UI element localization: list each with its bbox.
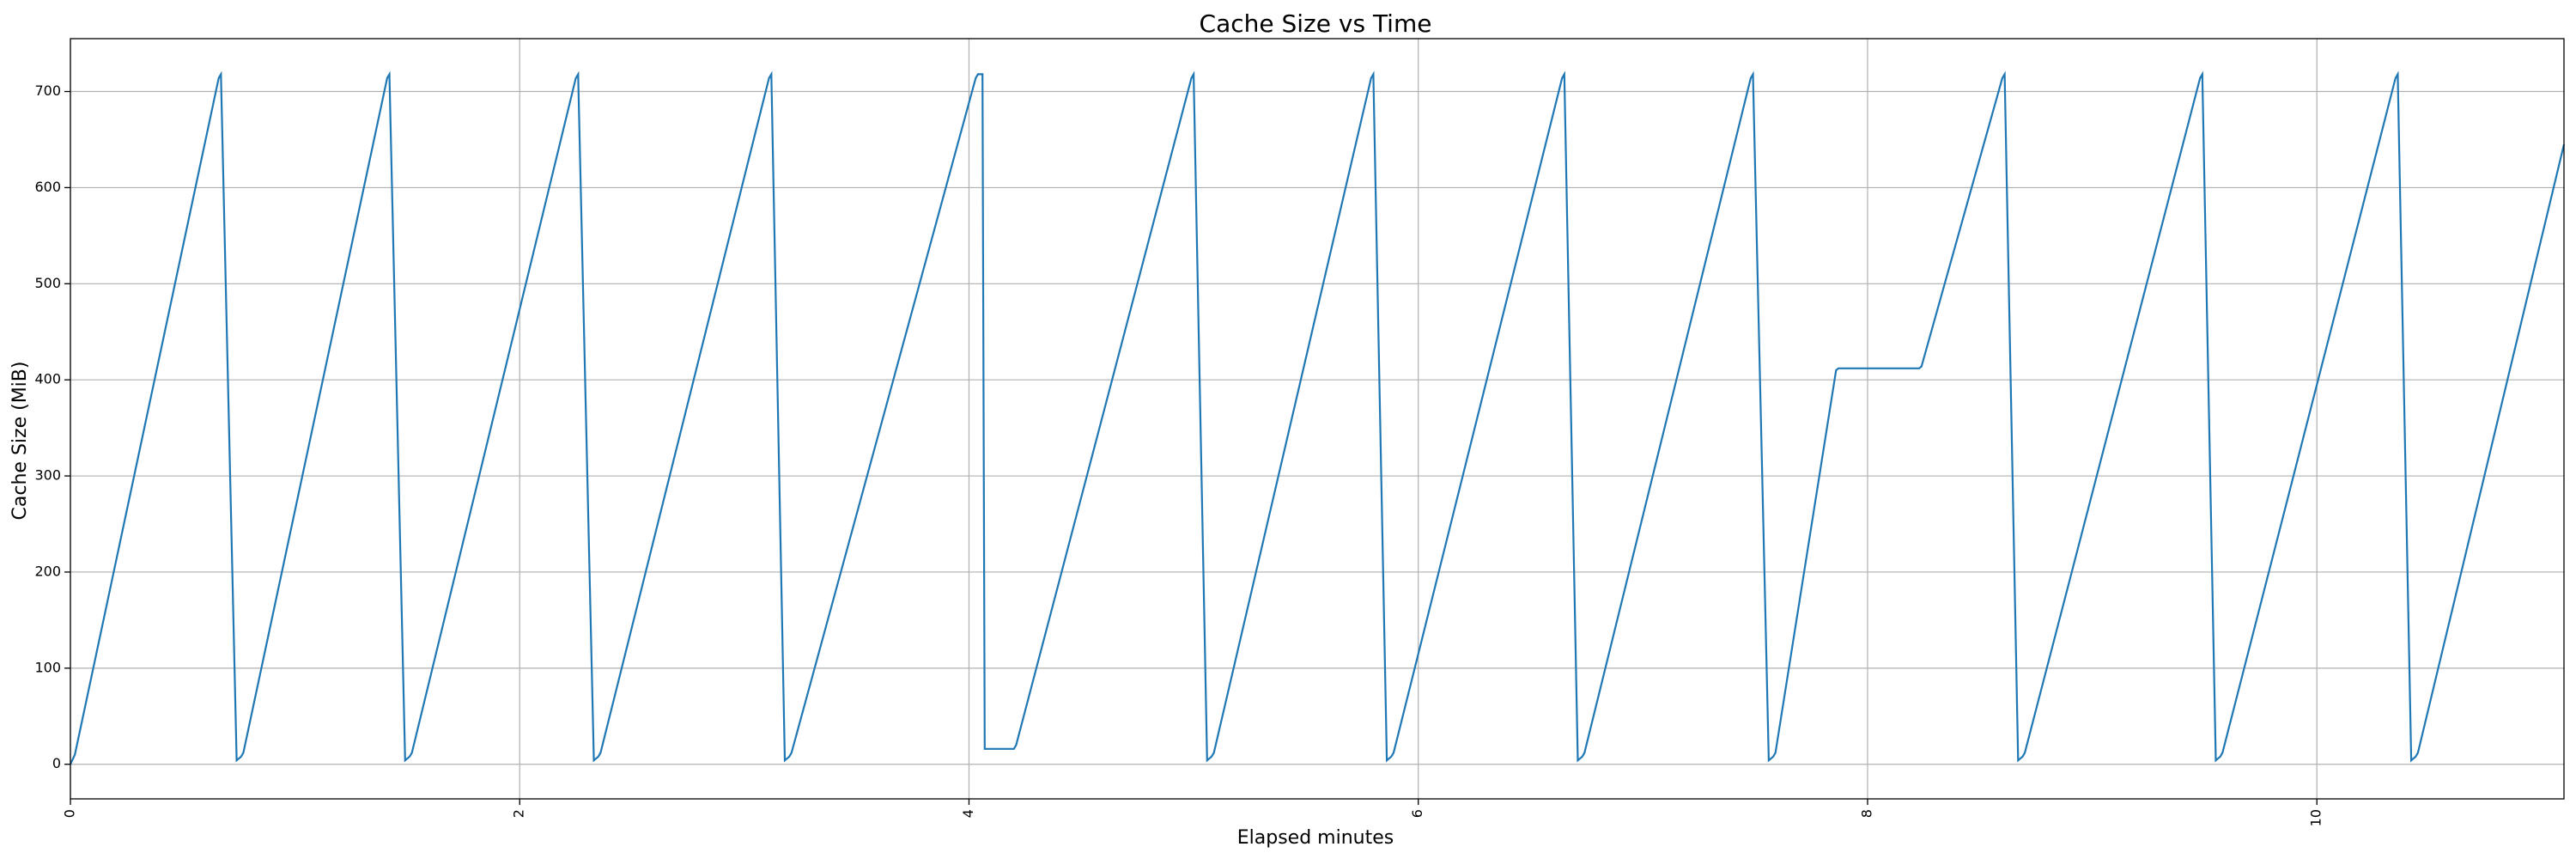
y-tick-label: 300 [34, 467, 61, 484]
plot-frame [70, 38, 2565, 800]
x-tick-label: 10 [2308, 809, 2324, 826]
x-axis-label: Elapsed minutes [1237, 827, 1394, 849]
y-tick-label: 700 [34, 82, 61, 99]
grid-lines [70, 39, 2564, 799]
x-tick-label: 8 [1858, 809, 1874, 818]
chart-title: Cache Size vs Time [1200, 9, 1432, 38]
y-tick-label: 0 [52, 755, 61, 771]
y-tick-label: 100 [34, 659, 61, 675]
x-tick-label: 0 [62, 809, 78, 818]
series-line [70, 70, 2566, 765]
y-tick-label: 500 [34, 275, 61, 291]
x-tick-label: 2 [511, 809, 527, 818]
y-axis-label: Cache Size (MiB) [9, 362, 31, 521]
y-tick-label: 400 [34, 371, 61, 387]
x-tick-label: 4 [960, 809, 976, 818]
series-layer [70, 70, 2566, 765]
x-tick-label: 6 [1409, 809, 1425, 818]
y-tick-label: 200 [34, 563, 61, 579]
y-tick-label: 600 [34, 179, 61, 195]
